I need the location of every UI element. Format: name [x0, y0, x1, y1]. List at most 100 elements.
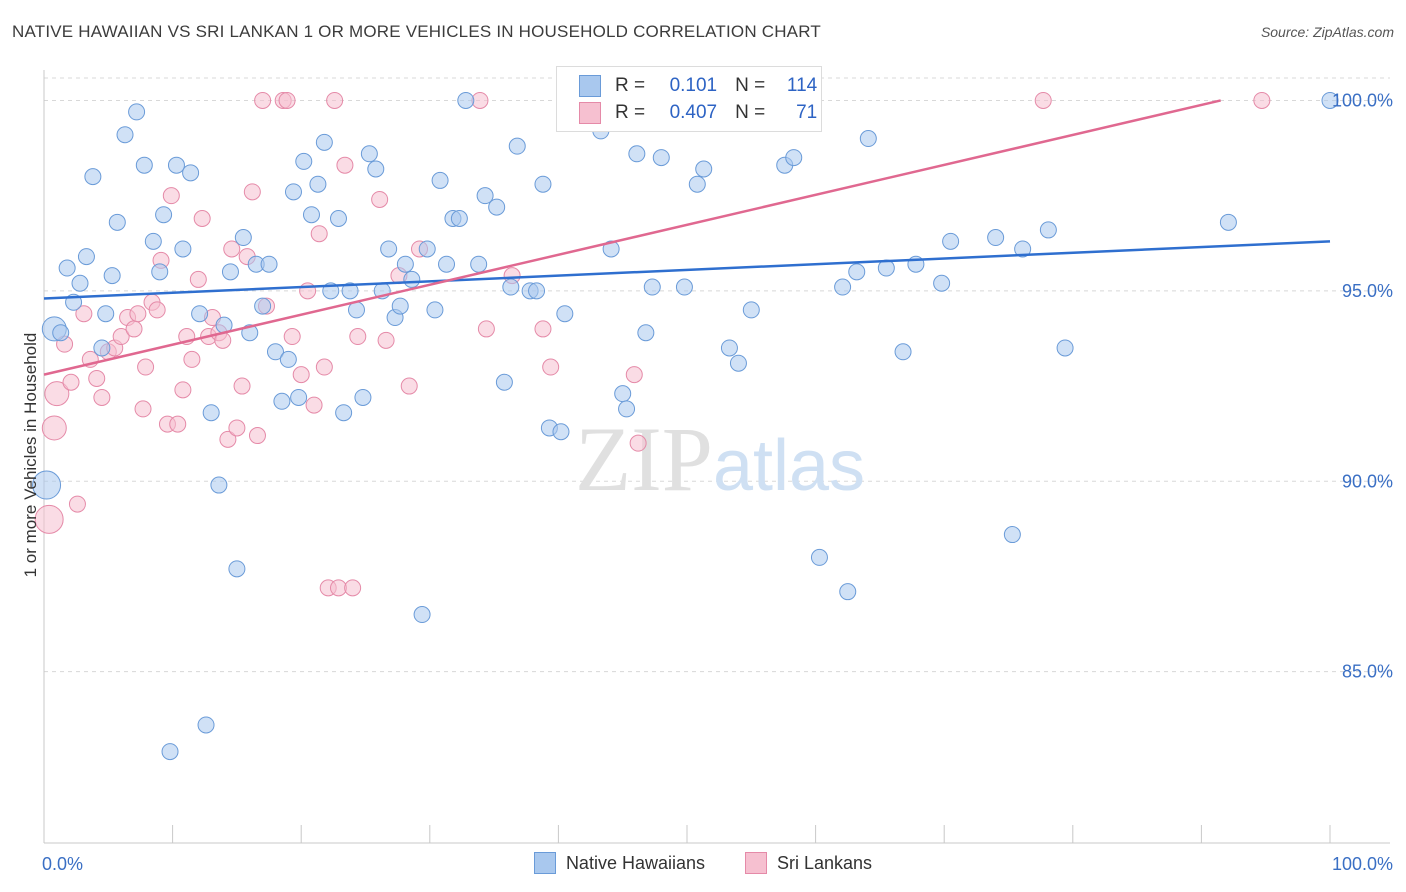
y-tick-label: 95.0%	[1342, 281, 1393, 301]
data-point	[284, 183, 302, 201]
data-point	[243, 183, 261, 201]
legend-swatch-pink	[579, 102, 601, 124]
data-point	[742, 301, 760, 319]
data-point	[1034, 91, 1052, 109]
data-point	[193, 210, 211, 228]
legend-swatch-pink	[745, 852, 767, 874]
data-point	[169, 415, 187, 433]
data-point	[135, 156, 153, 174]
data-point	[254, 91, 272, 109]
data-point	[129, 305, 147, 323]
data-point	[134, 400, 152, 418]
data-point	[44, 381, 70, 407]
data-point	[197, 716, 215, 734]
legend: R = 0.101 N = 114 R = 0.407 N = 71	[556, 66, 822, 132]
data-point	[167, 156, 185, 174]
data-point	[933, 274, 951, 292]
data-point	[839, 583, 857, 601]
data-point	[360, 145, 378, 163]
legend-item-sri-lankans: Sri Lankans	[745, 852, 872, 874]
data-point	[88, 369, 106, 387]
data-point	[283, 328, 301, 346]
data-point	[534, 175, 552, 193]
data-point	[349, 328, 367, 346]
data-point	[438, 255, 456, 273]
data-point	[162, 187, 180, 205]
data-point	[329, 579, 347, 597]
data-point	[426, 301, 444, 319]
data-point	[534, 320, 552, 338]
data-point	[302, 206, 320, 224]
chart-title: NATIVE HAWAIIAN VS SRI LANKAN 1 OR MORE …	[12, 22, 821, 41]
data-point	[367, 160, 385, 178]
data-point	[305, 396, 323, 414]
data-point	[315, 358, 333, 376]
data-point	[233, 377, 251, 395]
data-point	[403, 270, 421, 288]
data-point	[413, 606, 431, 624]
data-point	[1253, 91, 1271, 109]
data-point	[183, 350, 201, 368]
data-point	[1014, 240, 1032, 258]
data-point	[310, 225, 328, 243]
data-point	[116, 126, 134, 144]
legend-n-value: 71	[796, 102, 818, 123]
data-point	[810, 548, 828, 566]
legend-swatch-blue	[533, 852, 556, 874]
data-point	[151, 263, 169, 281]
data-point	[859, 130, 877, 148]
legend-label: Native Hawaiians	[565, 852, 705, 873]
tick-labels: 85.0% 90.0% 95.0% 100.0% 0.0% 100.0%	[42, 90, 1393, 874]
data-point	[380, 240, 398, 258]
data-point	[125, 320, 143, 338]
data-point	[93, 339, 111, 357]
axes	[43, 70, 1390, 844]
data-point	[228, 419, 246, 437]
data-point	[391, 297, 409, 315]
x-tick-label: 100.0%	[1332, 854, 1393, 874]
data-point	[502, 278, 520, 296]
data-point	[315, 133, 333, 151]
data-point	[470, 255, 488, 273]
legend-label: Sri Lankans	[777, 852, 873, 873]
data-point	[278, 91, 296, 109]
legend-row-sri-lankans: R = 0.407 N = 71	[579, 100, 817, 126]
data-point	[228, 560, 246, 578]
sri-lankan-points	[34, 91, 1271, 597]
data-point	[341, 282, 359, 300]
legend-row-native-hawaiians: R = 0.101 N = 114	[579, 73, 817, 99]
data-point	[221, 263, 239, 281]
y-tick-label: 90.0%	[1342, 471, 1393, 491]
data-point	[128, 103, 146, 121]
series-legend: Native Hawaiians Sri Lankans	[0, 852, 1406, 874]
data-point	[161, 743, 179, 761]
data-point	[625, 366, 643, 384]
data-point	[279, 350, 297, 368]
y-tick-label: 100.0%	[1332, 90, 1393, 110]
data-point	[97, 305, 115, 323]
data-point	[476, 187, 494, 205]
data-point	[155, 206, 173, 224]
data-point	[987, 229, 1005, 247]
y-axis-label: 1 or more Vehicles in Household	[21, 333, 40, 578]
legend-r-label: R =	[615, 102, 646, 123]
data-point	[488, 198, 506, 216]
data-point	[174, 381, 192, 399]
data-point	[431, 171, 449, 189]
data-point	[309, 175, 327, 193]
data-point	[400, 377, 418, 395]
data-point	[552, 423, 570, 441]
data-point	[556, 305, 574, 323]
data-point	[223, 240, 241, 258]
legend-item-native-hawaiians: Native Hawaiians	[533, 852, 705, 874]
data-point	[471, 91, 489, 109]
data-point	[894, 343, 912, 361]
data-point	[234, 229, 252, 247]
data-point	[695, 160, 713, 178]
data-point	[450, 210, 468, 228]
data-point	[292, 366, 310, 384]
data-point	[299, 282, 317, 300]
data-point	[602, 240, 620, 258]
data-point	[834, 278, 852, 296]
data-point	[32, 470, 62, 500]
